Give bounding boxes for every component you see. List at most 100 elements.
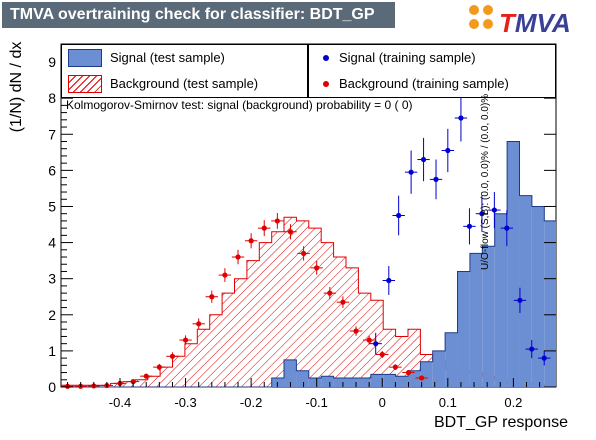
signal-test-bar: [296, 370, 309, 387]
y-tick-label: 5: [48, 198, 56, 214]
signal-test-bar: [284, 359, 297, 387]
signal-training-point: [517, 297, 523, 303]
background-training-point: [353, 328, 359, 334]
background-test-bar: [147, 376, 161, 387]
y-tick-label: 9: [48, 54, 56, 70]
signal-test-bar: [519, 195, 532, 387]
signal-training-point: [386, 277, 392, 284]
background-test-bar: [271, 231, 285, 387]
background-test-bar: [259, 242, 272, 387]
background-training-point: [274, 218, 280, 224]
background-test-bar: [383, 329, 396, 387]
signal-test-bar: [457, 271, 470, 387]
background-test-bar: [346, 267, 359, 387]
signal-training-point: [466, 223, 473, 229]
tmva-logo: TMVA: [465, 3, 593, 39]
legend-entry-signal-train: Signal (training sample): [309, 45, 555, 71]
background-test-bar: [395, 336, 408, 387]
background-test-bar: [122, 381, 136, 387]
background-test-bar: [284, 217, 297, 387]
background-swatch: [68, 75, 102, 93]
signal-training-point: [445, 147, 451, 154]
background-test-bar: [209, 314, 223, 387]
signal-test-bar: [308, 377, 322, 387]
signal-test-bar: [432, 350, 446, 387]
background-training-point: [392, 364, 398, 370]
signal-training-point: [373, 341, 379, 347]
signal-test-bar: [494, 213, 508, 387]
signal-training-point: [396, 212, 402, 219]
signal-training-point: [408, 169, 414, 175]
signal-test-bar: [395, 376, 408, 387]
signal-training-point: [479, 211, 485, 217]
background-test-bar: [197, 329, 210, 387]
background-test-bar: [333, 257, 347, 387]
tmva-logo-text: TMVA: [499, 8, 571, 38]
legend-label-background-test: Background (test sample): [110, 76, 259, 91]
signal-test-bar: [346, 377, 359, 387]
legend-entry-background-train: Background (training sample): [309, 71, 555, 97]
y-tick-label: 0: [48, 379, 56, 395]
signal-test-bar: [383, 374, 396, 387]
background-test-bar: [234, 278, 247, 387]
y-tick-label: 4: [48, 235, 56, 251]
background-test-bar: [160, 367, 173, 387]
signal-training-point: [491, 207, 497, 213]
x-tick-label: -0.4: [109, 395, 131, 410]
legend-left: Signal (test sample) Background (test sa…: [61, 44, 308, 98]
x-tick-label: -0.1: [305, 395, 327, 410]
signal-marker-icon: [323, 55, 329, 61]
background-test-bar: [308, 228, 322, 387]
signal-test-bar: [333, 377, 347, 387]
signal-training-points: [369, 94, 551, 366]
background-test-bar: [222, 293, 235, 387]
background-training-point: [196, 321, 202, 327]
y-tick-label: 8: [48, 90, 56, 106]
background-training-point: [366, 337, 372, 343]
signal-test-bar: [544, 220, 556, 387]
x-tick-label: 0.2: [504, 395, 522, 410]
chart-title: TMVA overtraining check for classifier: …: [2, 2, 395, 28]
y-tick-label: 7: [48, 126, 56, 142]
signal-test-bar: [531, 206, 545, 387]
y-tick-label: 1: [48, 343, 56, 359]
signal-test-bar: [469, 253, 483, 387]
y-tick-label: 6: [48, 162, 56, 178]
background-training-point: [300, 250, 307, 257]
signal-test-bar: [420, 361, 433, 387]
background-training-point: [405, 369, 412, 376]
background-training-point: [314, 265, 320, 271]
background-training-point: [222, 272, 228, 278]
background-training-point: [327, 290, 333, 296]
y-tick-label: 3: [48, 271, 56, 287]
background-training-point: [261, 225, 267, 231]
signal-test-outline: [61, 141, 556, 388]
signal-training-point: [433, 176, 439, 182]
background-test-bar: [296, 220, 309, 387]
background-training-point: [248, 238, 254, 244]
signal-training-point: [541, 355, 547, 361]
signal-test-bar: [370, 374, 384, 387]
background-training-point: [340, 299, 346, 305]
background-training-point: [182, 337, 189, 343]
signal-swatch: [68, 49, 102, 67]
x-axis-label: BDT_GP response: [434, 414, 568, 431]
signal-test-bar: [358, 377, 371, 387]
background-training-point: [143, 373, 149, 379]
signal-test-bar: [445, 332, 458, 387]
signal-training-point: [529, 346, 535, 352]
overflow-text: U/O-flow (S,B): (0.0, 0.0)% / (0.0, 0.0)…: [480, 93, 491, 270]
legend-label-signal-test: Signal (test sample): [110, 50, 225, 65]
background-training-point: [379, 351, 385, 358]
background-training-point: [235, 254, 241, 260]
background-training-point: [418, 375, 425, 381]
signal-test-bar: [482, 246, 495, 387]
signal-training-point: [420, 156, 427, 163]
signal-test-bar: [321, 376, 334, 387]
background-test-bar: [246, 260, 260, 387]
signal-training-point: [504, 225, 510, 231]
legend-entry-signal-test: Signal (test sample): [62, 45, 307, 71]
x-tick-label: 0.1: [439, 395, 457, 410]
signal-test-bar: [407, 370, 421, 387]
